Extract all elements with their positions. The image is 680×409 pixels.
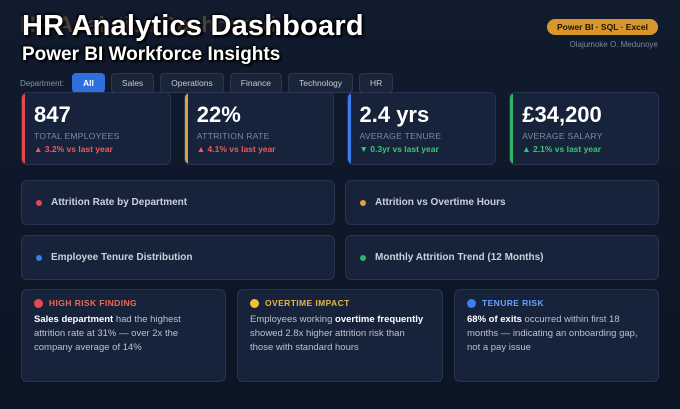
kpi-value: 2.4 yrs: [359, 102, 430, 127]
insight-text: Employees working: [250, 314, 336, 325]
amber-dot-icon: [360, 199, 366, 206]
author-name: Olajumoke O. Medunoye: [569, 40, 659, 49]
panel-title: Attrition vs Overtime Hours: [375, 197, 506, 208]
insight-bold: overtime frequently: [335, 314, 424, 325]
insight-heading: OVERTIME IMPACT: [265, 298, 350, 308]
filter-chip-technology[interactable]: Technology: [288, 73, 354, 93]
page-subtitle: Power BI Workforce Insights: [22, 44, 281, 65]
kpi-card-average-tenure[interactable]: 2.4 yrs AVERAGE TENURE ▼ 0.3yr vs last y…: [346, 92, 497, 165]
red-circle-icon: [34, 298, 43, 308]
kpi-delta: ▲ 2.1% vs last year: [522, 144, 602, 154]
insight-text: had the highest attrition rate at 31% — …: [34, 314, 181, 353]
kpi-delta: ▲ 3.2% vs last year: [34, 144, 113, 154]
blue-circle-icon: [467, 298, 476, 308]
insight-card-tenure-risk: TENURE RISK 68% of exits occurred within…: [454, 289, 659, 382]
filter-chip-sales[interactable]: Sales: [110, 73, 155, 93]
insight-header: OVERTIME IMPACT: [250, 298, 430, 308]
yellow-circle-icon: [250, 298, 259, 308]
tech-stack-badge: Power BI · SQL · Excel: [546, 19, 658, 35]
dashboard-header-faded: HR Analytics Dashboard: [20, 12, 276, 37]
kpi-card-total-employees[interactable]: 847 TOTAL EMPLOYEES ▲ 3.2% vs last year: [21, 92, 171, 165]
insight-card-overtime: OVERTIME IMPACT Employees working overti…: [237, 289, 443, 382]
filter-label: Department:: [20, 78, 65, 88]
kpi-value: 847: [34, 102, 71, 127]
kpi-card-average-salary[interactable]: £34,200 AVERAGE SALARY ▲ 2.1% vs last ye…: [509, 92, 659, 165]
panel-title: Monthly Attrition Trend (12 Months): [375, 252, 544, 263]
insight-heading: TENURE RISK: [482, 298, 545, 308]
chart-panel-monthly-attrition-trend[interactable]: Monthly Attrition Trend (12 Months): [345, 235, 659, 280]
chart-panel-attrition-vs-overtime[interactable]: Attrition vs Overtime Hours: [345, 180, 659, 225]
insight-bold: Sales department: [34, 314, 114, 325]
department-filter-bar: Department: All Sales Operations Finance…: [20, 73, 394, 93]
kpi-label: TOTAL EMPLOYEES: [34, 131, 120, 141]
panel-title: Employee Tenure Distribution: [51, 252, 193, 263]
kpi-delta: ▼ 0.3yr vs last year: [359, 144, 439, 154]
kpi-card-attrition-rate[interactable]: 22% ATTRITION RATE ▲ 4.1% vs last year: [183, 92, 334, 165]
blue-dot-icon: [36, 254, 42, 261]
insight-heading: HIGH RISK FINDING: [49, 298, 138, 308]
insight-text-end: showed 2.8x higher attrition risk than t…: [250, 328, 405, 353]
kpi-value: £34,200: [522, 102, 602, 127]
insight-header: TENURE RISK: [467, 298, 646, 308]
filter-chip-hr[interactable]: HR: [359, 73, 394, 93]
kpi-label: AVERAGE SALARY: [522, 131, 603, 141]
insight-text: occurred within first 18 months — indica…: [467, 314, 638, 353]
insight-body: Employees working overtime frequently sh…: [250, 313, 430, 355]
red-dot-icon: [36, 199, 42, 206]
page-title: HR Analytics Dashboard: [22, 10, 364, 42]
filter-chip-all[interactable]: All: [72, 73, 105, 93]
insight-bold: 68% of exits: [467, 314, 522, 325]
chart-panel-attrition-by-department[interactable]: Attrition Rate by Department: [21, 180, 335, 225]
filter-chip-finance[interactable]: Finance: [229, 73, 283, 93]
kpi-delta: ▲ 4.1% vs last year: [196, 144, 276, 154]
kpi-value: 22%: [196, 102, 241, 127]
kpi-row: 847 TOTAL EMPLOYEES ▲ 3.2% vs last year …: [21, 92, 659, 165]
kpi-label: ATTRITION RATE: [196, 131, 270, 141]
green-dot-icon: [360, 254, 366, 261]
insight-card-high-risk: HIGH RISK FINDING Sales department had t…: [21, 289, 226, 382]
insight-body: Sales department had the highest attriti…: [34, 313, 213, 355]
panel-title: Attrition Rate by Department: [51, 197, 188, 208]
insight-body: 68% of exits occurred within first 18 mo…: [467, 313, 646, 355]
filter-chip-operations[interactable]: Operations: [160, 73, 224, 93]
kpi-label: AVERAGE TENURE: [359, 131, 442, 141]
chart-panel-tenure-distribution[interactable]: Employee Tenure Distribution: [21, 235, 335, 280]
insight-header: HIGH RISK FINDING: [34, 298, 213, 308]
